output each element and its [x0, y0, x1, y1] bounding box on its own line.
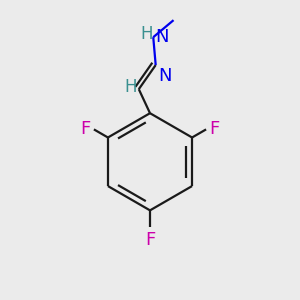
Text: N: N	[155, 28, 169, 46]
Text: N: N	[158, 67, 172, 85]
Text: F: F	[210, 120, 220, 138]
Text: H: H	[140, 25, 153, 43]
Text: F: F	[145, 231, 155, 249]
Text: F: F	[80, 120, 90, 138]
Text: H: H	[124, 78, 137, 96]
